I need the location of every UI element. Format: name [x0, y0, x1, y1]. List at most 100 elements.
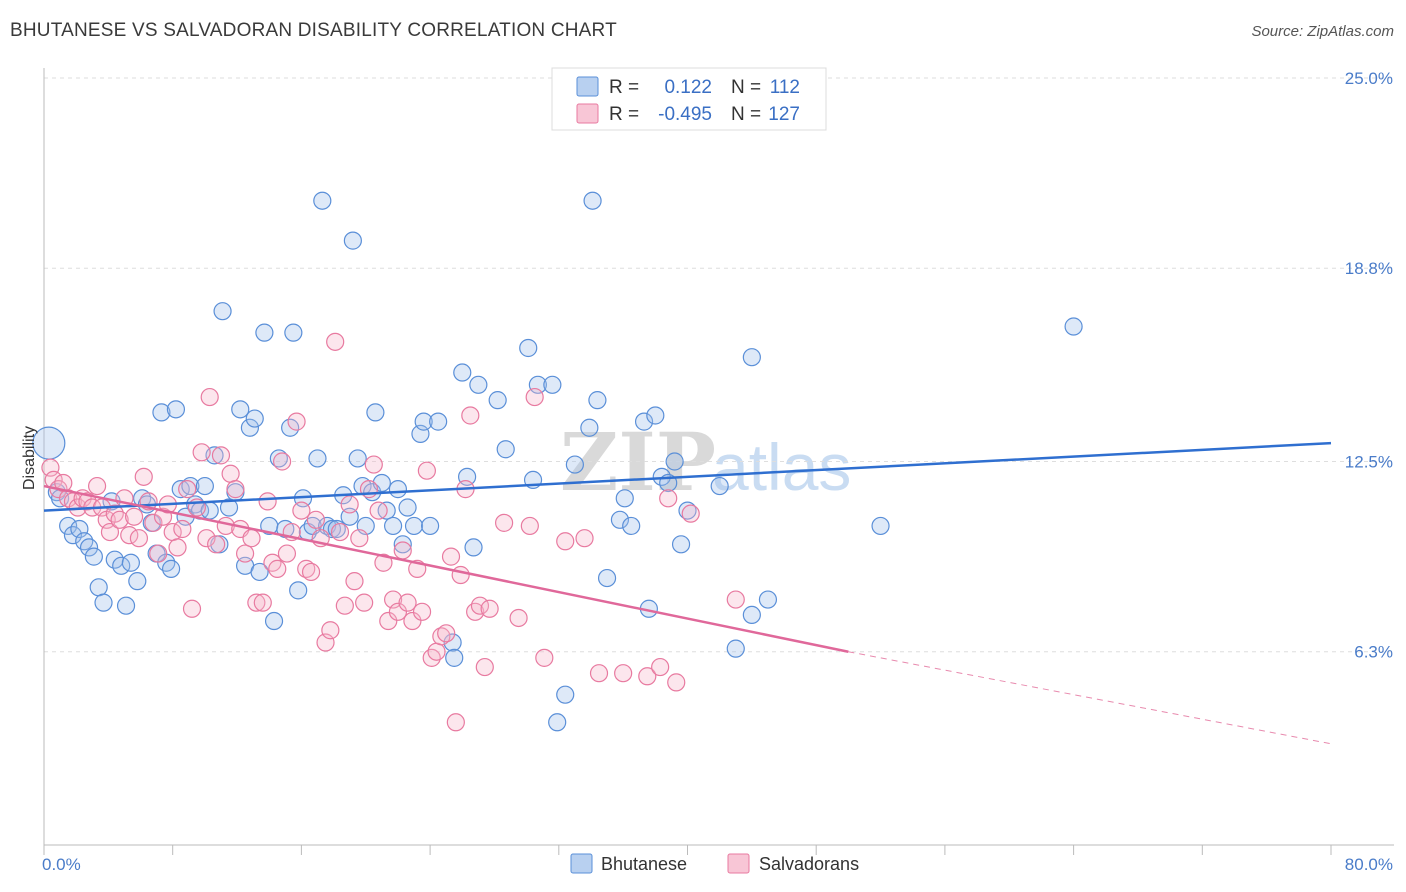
salvadoran-point-49 [277, 544, 297, 563]
salvadoran-point-46 [263, 553, 282, 572]
salvadoran-point-88 [466, 602, 485, 621]
bottom-legend-swatch-salvadorans [727, 853, 750, 874]
legend-r-label-2: R = [609, 104, 639, 125]
salvadoran-point-69 [374, 553, 393, 572]
salvadoran-point-102 [651, 657, 670, 677]
bhutanese-point-48 [284, 323, 303, 342]
salvadoran-point-91 [480, 599, 499, 618]
bhutanese-point-91 [565, 455, 584, 474]
bhutanese-point-68 [383, 516, 403, 536]
salvadoran-point-82 [437, 624, 456, 643]
salvadoran-point-51 [287, 412, 306, 431]
bhutanese-point-75 [421, 516, 440, 536]
salvadoran-point-18 [124, 507, 144, 526]
bhutanese-point-7 [79, 538, 99, 557]
bhutanese-point-24 [166, 400, 186, 419]
salvadoran-point-10 [87, 476, 107, 496]
bhutanese-point-10 [94, 593, 113, 612]
watermark-atlas: atlas [712, 430, 851, 504]
salvadoran-point-103 [659, 489, 678, 508]
salvadoran-point-42 [242, 529, 261, 548]
bhutanese-point-44 [264, 611, 284, 631]
bhutanese-point-113 [1064, 317, 1083, 336]
y-axis-title: Disability [21, 426, 38, 490]
bhutanese-point-30 [195, 476, 214, 496]
bhutanese-point-110 [742, 605, 761, 625]
bhutanese-point-16 [128, 572, 147, 591]
bhutanese-point-98 [622, 516, 641, 536]
salvadoran-point-94 [520, 516, 539, 536]
salvadoran-point-54 [301, 562, 321, 582]
x-tick-label-max: 80.0% [1345, 855, 1393, 874]
salvadoran-point-33 [197, 529, 216, 548]
salvadoran-point-97 [556, 532, 575, 551]
legend-n-label: N = [731, 77, 761, 98]
bhutanese-point-93 [583, 191, 602, 210]
legend-n-value-bhutanese: 112 [770, 77, 800, 98]
salvadoran-point-87 [461, 406, 480, 425]
legend-n-label-2: N = [731, 104, 761, 125]
salvadoran-point-67 [364, 455, 383, 474]
salvadoran-point-32 [192, 443, 211, 462]
bhutanese-point-42 [255, 323, 274, 342]
bhutanese-point-111 [758, 590, 778, 609]
bhutanese-point-15 [121, 553, 140, 572]
salvadoran-point-64 [350, 529, 369, 548]
bhutanese-point-79 [453, 363, 472, 382]
bhutanese-point-81 [464, 538, 483, 557]
bhutanese-point-21 [152, 403, 171, 422]
bhutanese-point-112 [871, 516, 890, 536]
salvadoran-point-19 [129, 529, 149, 548]
salvadoran-point-38 [221, 464, 240, 483]
salvadoran-point-52 [292, 501, 311, 520]
legend-swatch-bhutanese [576, 76, 599, 97]
salvadoran-point-98 [575, 529, 594, 548]
bhutanese-point-109 [742, 348, 761, 367]
salvadoran-point-75 [403, 611, 422, 631]
salvadoran-point-96 [535, 648, 554, 667]
salvadoran-point-84 [446, 713, 465, 732]
salvadoran-point-41 [235, 544, 255, 563]
bhutanese-point-65 [366, 403, 385, 422]
bhutanese-point-69 [388, 480, 408, 499]
bhutanese-point-84 [496, 440, 515, 459]
stats-legend: R = 0.122 N = 112 R = -0.495 N = 127 [551, 67, 827, 131]
y-tick-label-2: 18.8% [1345, 259, 1393, 278]
salvadoran-point-79 [422, 648, 441, 667]
salvadoran-point-43 [247, 593, 266, 612]
salvadoran-point-93 [509, 608, 528, 628]
salvadoran-point-60 [330, 522, 350, 542]
bhutanese-point-83 [488, 391, 507, 410]
salvadoran-point-74 [398, 593, 417, 612]
bhutanese-point-61 [348, 449, 367, 468]
salvadoran-point-100 [614, 664, 633, 683]
legend-r-value-bhutanese: 0.122 [664, 77, 712, 98]
bhutanese-point-90 [556, 685, 575, 704]
bhutanese-point-3 [59, 516, 78, 536]
bhutanese-point-78 [445, 648, 464, 667]
salvadoran-point-92 [495, 513, 514, 532]
salvadoran-point-99 [589, 664, 609, 683]
bhutanese-point-9 [89, 578, 108, 597]
salvadoran-point-48 [272, 452, 292, 471]
salvadoran-trend-extension [848, 651, 1332, 745]
bottom-legend: Bhutanese Salvadorans [570, 853, 859, 874]
y-tick-label-3: 25.0% [1345, 69, 1393, 88]
bhutanese-point-6 [75, 532, 94, 551]
salvadoran-point-65 [355, 593, 374, 612]
bhutanese-point-85 [519, 338, 538, 358]
bhutanese-point-53 [308, 449, 327, 468]
bhutanese-point-94 [588, 391, 607, 410]
salvadoran-point-83 [441, 547, 461, 566]
bhutanese-point-60 [343, 231, 362, 250]
bhutanese-point-88 [543, 375, 562, 394]
salvadoran-point-14 [105, 504, 124, 523]
x-tick-label-min: 0.0% [42, 855, 81, 874]
axes [43, 68, 1394, 855]
bhutanese-point-101 [646, 406, 665, 425]
salvadoran-point-22 [144, 513, 163, 532]
bhutanese-point-108 [726, 639, 745, 658]
bhutanese-point-45 [269, 449, 288, 468]
bhutanese-point-89 [548, 713, 567, 732]
bottom-legend-salvadorans: Salvadorans [759, 854, 859, 874]
